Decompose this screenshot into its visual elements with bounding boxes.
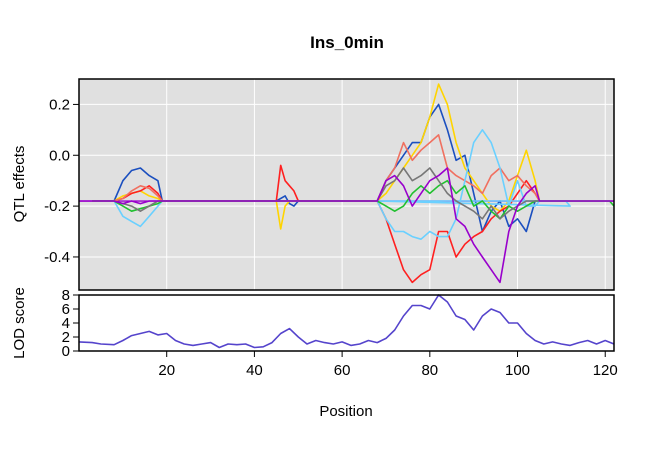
lod-y-tick-label: 6 [62, 301, 70, 318]
lod-panel-background [79, 295, 614, 351]
effects-y-tick-label: 0.2 [49, 96, 70, 113]
x-tick-label: 60 [334, 362, 351, 379]
x-tick-label: 80 [421, 362, 438, 379]
lod-series-line-0 [78, 294, 615, 349]
lod-y-tick-label: 4 [62, 315, 70, 332]
x-tick-label: 40 [246, 362, 263, 379]
effects-y-tick-label: -0.4 [44, 249, 70, 266]
chart-title: Ins_0min [310, 33, 384, 52]
effects-series-line-3 [92, 134, 541, 202]
x-axis: 20 40 60 80 100 120 [158, 351, 618, 379]
lod-series-group [78, 294, 615, 349]
effects-y-axis-title: QTL effects [11, 146, 28, 223]
effects-series-line-4 [92, 129, 571, 240]
effects-series-line-7 [79, 167, 614, 284]
lod-y-tick-label: 8 [62, 287, 70, 304]
effects-y-tick-label: 0.0 [49, 147, 70, 164]
lod-y-axis-title: LOD score [11, 287, 28, 359]
effects-panel: 0.2 0.0 -0.2 -0.4 QTL effects [11, 78, 615, 291]
effects-series-group [79, 83, 615, 284]
effects-series-line-2 [92, 164, 541, 284]
effects-series-line-6 [92, 167, 540, 220]
effects-y-axis: 0.2 0.0 -0.2 -0.4 [44, 96, 79, 266]
x-tick-label: 120 [593, 362, 618, 379]
x-tick-label: 20 [158, 362, 175, 379]
effects-y-tick-label: -0.2 [44, 198, 70, 215]
x-axis-title: Position [319, 403, 372, 420]
lod-y-tick-label: 0 [62, 343, 70, 360]
effects-series-line-0 [92, 103, 540, 233]
effects-panel-frame [78, 78, 615, 291]
x-tick-label: 100 [505, 362, 530, 379]
lod-y-tick-label: 2 [62, 329, 70, 346]
